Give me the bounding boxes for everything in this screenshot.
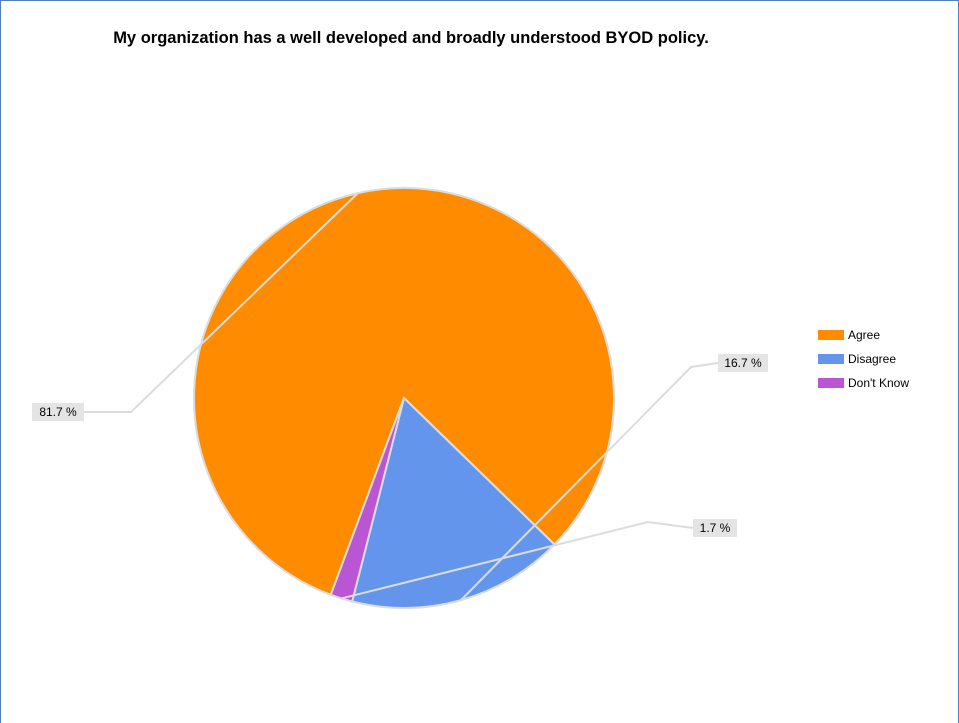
data-label-box-disagree [718,354,768,372]
legend-swatch-disagree [818,353,844,364]
pie-slices [193,187,615,609]
legend-label-dont-know: Don't Know [848,375,909,390]
leader-line-don-t-know [341,520,694,600]
legend-item-dont-know: Don't Know [818,374,909,391]
data-label-box-don-t-know [693,519,737,537]
legend-label-disagree: Disagree [848,351,897,366]
legend-swatch-agree [818,329,844,340]
pie-data-labels: 81.7 % 16.7 % 1.7 % [32,192,768,601]
data-label-box-agree [32,403,84,421]
legend-item-disagree: Disagree [818,350,909,367]
chart-legend: Agree Disagree Don't Know [818,326,909,398]
leader-line-agree [84,192,359,413]
data-label-disagree: 16.7 % [724,356,762,370]
legend-label-agree: Agree [848,327,881,342]
legend-swatch-dont-know [818,377,844,388]
chart-title: My organization has a well developed and… [113,29,709,47]
data-label-agree: 81.7 % [39,405,77,419]
data-label-don-t-know: 1.7 % [700,521,731,535]
legend-item-agree: Agree [818,326,909,343]
leader-line-disagree [460,362,719,601]
